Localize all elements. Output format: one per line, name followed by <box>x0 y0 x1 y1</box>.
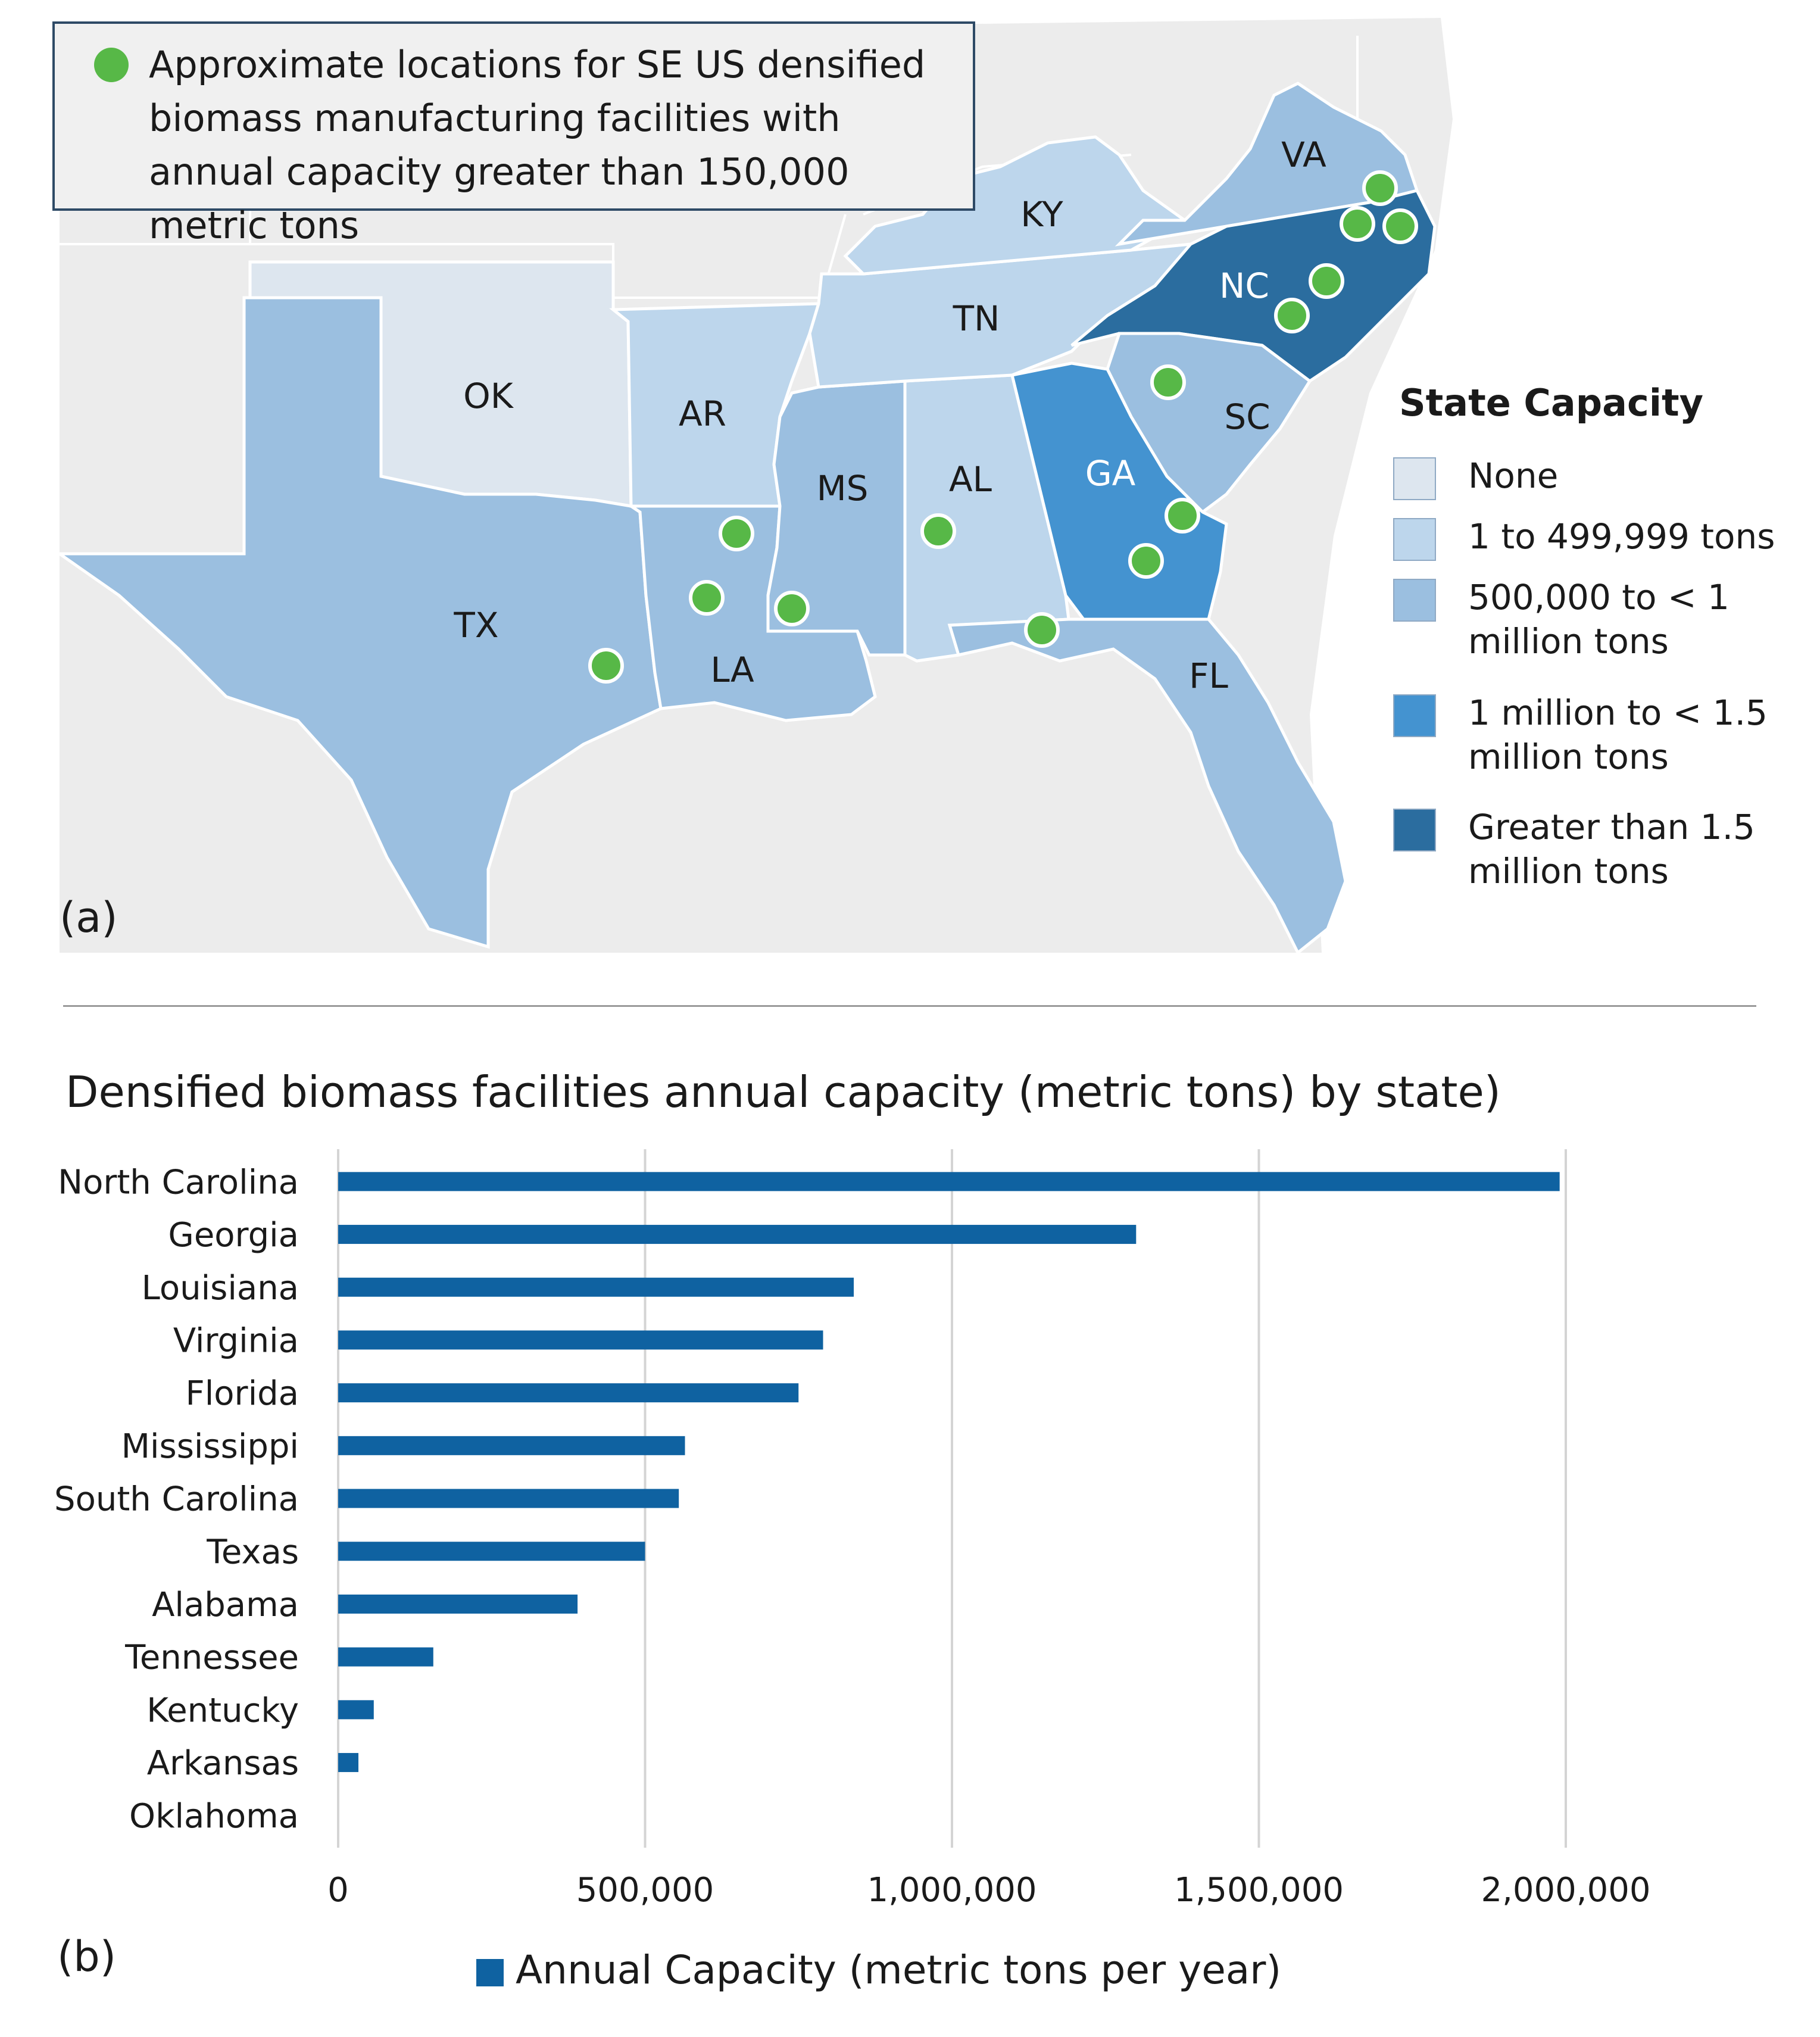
x-tick-label: 500,000 <box>576 1871 714 1910</box>
capacity-label: 1 to 499,999 tons <box>1468 516 1775 557</box>
map-panel: VA KY NC TN OK AR SC MS AL GA TX LA FL <box>0 0 1820 977</box>
bar[interactable] <box>338 1753 359 1773</box>
facility-marker[interactable] <box>719 516 754 551</box>
category-label: Louisiana <box>142 1269 299 1308</box>
x-tick-labels: 0 500,000 1,000,000 1,500,000 2,000,000 <box>327 1871 1650 1910</box>
facility-marker[interactable] <box>1274 298 1310 333</box>
state-label-la: LA <box>710 650 754 690</box>
bar[interactable] <box>338 1277 854 1297</box>
bar-chart: North Carolina Georgia Louisiana Virginia Fl… <box>54 1149 1651 1910</box>
bars <box>338 1172 1560 1773</box>
facility-marker[interactable] <box>1362 170 1398 206</box>
capacity-swatch <box>1393 694 1436 737</box>
state-label-ky: KY <box>1020 194 1063 235</box>
bar[interactable] <box>338 1330 823 1350</box>
bar[interactable] <box>338 1594 578 1614</box>
state-texas[interactable] <box>55 296 663 949</box>
legend-swatch <box>476 1958 504 1986</box>
facility-marker[interactable] <box>1382 208 1418 244</box>
category-label: Florida <box>186 1374 299 1413</box>
panel-b-label: (b) <box>57 1932 117 1981</box>
capacity-label: 1 million to < 1.5 million tons <box>1468 692 1768 777</box>
bar[interactable] <box>338 1647 433 1667</box>
bar[interactable] <box>338 1383 799 1403</box>
state-label-sc: SC <box>1224 397 1270 437</box>
x-tick-label: 1,500,000 <box>1174 1871 1344 1910</box>
state-label-ar: AR <box>679 394 726 434</box>
category-label: Arkansas <box>147 1744 299 1783</box>
capacity-swatch <box>1393 457 1436 500</box>
facility-marker[interactable] <box>774 591 810 626</box>
bar[interactable] <box>338 1700 374 1720</box>
capacity-swatch <box>1393 809 1436 851</box>
facility-marker[interactable] <box>1165 498 1200 534</box>
state-label-tn: TN <box>953 298 1000 339</box>
facility-marker[interactable] <box>1309 263 1344 299</box>
bar[interactable] <box>338 1542 645 1561</box>
capacity-label: 500,000 to < 1 million tons <box>1468 577 1730 662</box>
category-label: Virginia <box>173 1321 299 1360</box>
facility-legend-text: Approximate locations for SE US densifie… <box>149 43 926 247</box>
capacity-legend-title: State Capacity <box>1399 381 1704 425</box>
bar[interactable] <box>338 1436 685 1455</box>
facility-marker[interactable] <box>1340 206 1375 242</box>
state-label-va: VA <box>1281 135 1326 175</box>
x-tick-label: 0 <box>327 1871 349 1910</box>
facility-marker[interactable] <box>1150 364 1186 400</box>
capacity-label: None <box>1468 456 1559 496</box>
state-label-al: AL <box>949 459 992 500</box>
legend-series-name: Annual Capacity (metric tons per year) <box>516 1947 1282 1993</box>
facility-legend-dot-icon <box>94 48 129 82</box>
facility-markers <box>588 170 1418 684</box>
capacity-swatch <box>1393 518 1436 561</box>
capacity-swatch <box>1393 579 1436 622</box>
x-tick-label: 1,000,000 <box>867 1871 1037 1910</box>
panel-divider <box>63 1005 1756 1007</box>
state-label-ga: GA <box>1085 453 1136 494</box>
state-label-ms: MS <box>817 468 869 509</box>
category-label: Texas <box>206 1533 299 1571</box>
chart-legend: Annual Capacity (metric tons per year) <box>476 1947 1281 1993</box>
facility-marker[interactable] <box>1024 612 1060 648</box>
category-label: Georgia <box>168 1216 299 1255</box>
facility-marker[interactable] <box>588 648 624 684</box>
category-label: Oklahoma <box>129 1797 299 1836</box>
category-label: North Carolina <box>58 1163 299 1202</box>
category-label: Alabama <box>152 1586 299 1624</box>
state-label-tx: TX <box>453 605 498 645</box>
state-florida[interactable] <box>947 617 1347 955</box>
state-georgia[interactable] <box>1010 361 1228 621</box>
capacity-label: Greater than 1.5 million tons <box>1468 807 1755 891</box>
facility-legend: Approximate locations for SE US densifie… <box>52 21 975 247</box>
category-label: Tennessee <box>124 1639 299 1677</box>
state-label-fl: FL <box>1189 656 1228 696</box>
facility-marker[interactable] <box>689 580 725 616</box>
facility-marker[interactable] <box>1128 543 1164 579</box>
x-tick-label: 2,000,000 <box>1481 1871 1650 1910</box>
category-labels: North Carolina Georgia Louisiana Virginia Fl… <box>54 1163 299 1835</box>
bar[interactable] <box>338 1172 1560 1191</box>
panel-a-label: (a) <box>60 893 118 942</box>
state-label-ok: OK <box>463 376 514 416</box>
category-label: South Carolina <box>54 1480 299 1519</box>
state-label-nc: NC <box>1219 266 1269 306</box>
category-label: Kentucky <box>146 1691 299 1730</box>
chart-title: Densified biomass facilities annual capa… <box>65 1067 1501 1117</box>
category-label: Mississippi <box>121 1427 299 1466</box>
facility-marker[interactable] <box>920 513 956 549</box>
bar[interactable] <box>338 1225 1137 1244</box>
bar[interactable] <box>338 1489 679 1508</box>
